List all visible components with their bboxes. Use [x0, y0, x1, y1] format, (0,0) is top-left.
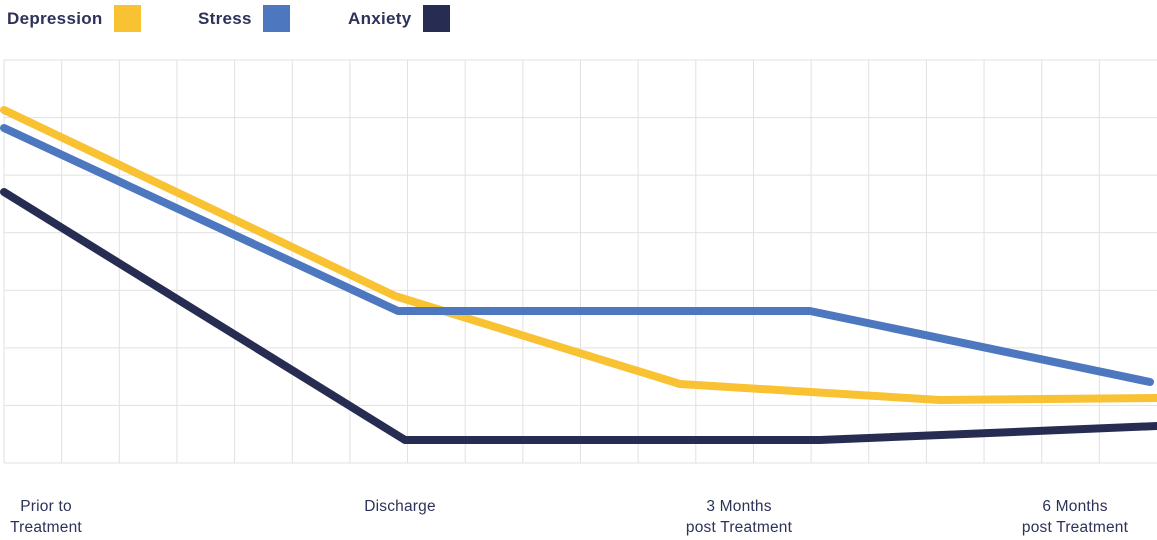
x-label-line: post Treatment	[685, 519, 793, 536]
x-label-line: post Treatment	[1021, 519, 1129, 536]
x-label-3-months-post-treatment: 3 Months post Treatment	[686, 496, 792, 538]
legend-item-depression: Depression	[7, 5, 141, 32]
series-line-depression	[0, 106, 1157, 404]
x-label-6-months-post-treatment: 6 Months post Treatment	[1022, 496, 1128, 538]
legend-item-stress: Stress	[198, 5, 290, 32]
series-line-stress	[0, 124, 1154, 386]
x-label-prior-to-treatment: Prior to Treatment	[10, 496, 82, 538]
legend: Depression Stress Anxiety	[0, 0, 1157, 40]
legend-item-anxiety: Anxiety	[348, 5, 450, 32]
x-label-line: 3 Months	[706, 498, 772, 515]
legend-swatch-depression	[113, 5, 141, 32]
legend-swatch-stress	[262, 5, 290, 32]
legend-label-depression: Depression	[7, 8, 103, 28]
x-label-line: 6 Months	[1042, 498, 1108, 515]
legend-label-anxiety: Anxiety	[348, 8, 412, 28]
legend-swatch-anxiety	[422, 5, 450, 32]
x-label-discharge: Discharge	[364, 496, 436, 517]
series-line-anxiety	[0, 188, 1157, 444]
x-label-line: Treatment	[10, 519, 82, 536]
x-label-line: Discharge	[364, 498, 436, 515]
legend-label-stress: Stress	[198, 8, 252, 28]
x-label-line: Prior to	[20, 498, 72, 515]
